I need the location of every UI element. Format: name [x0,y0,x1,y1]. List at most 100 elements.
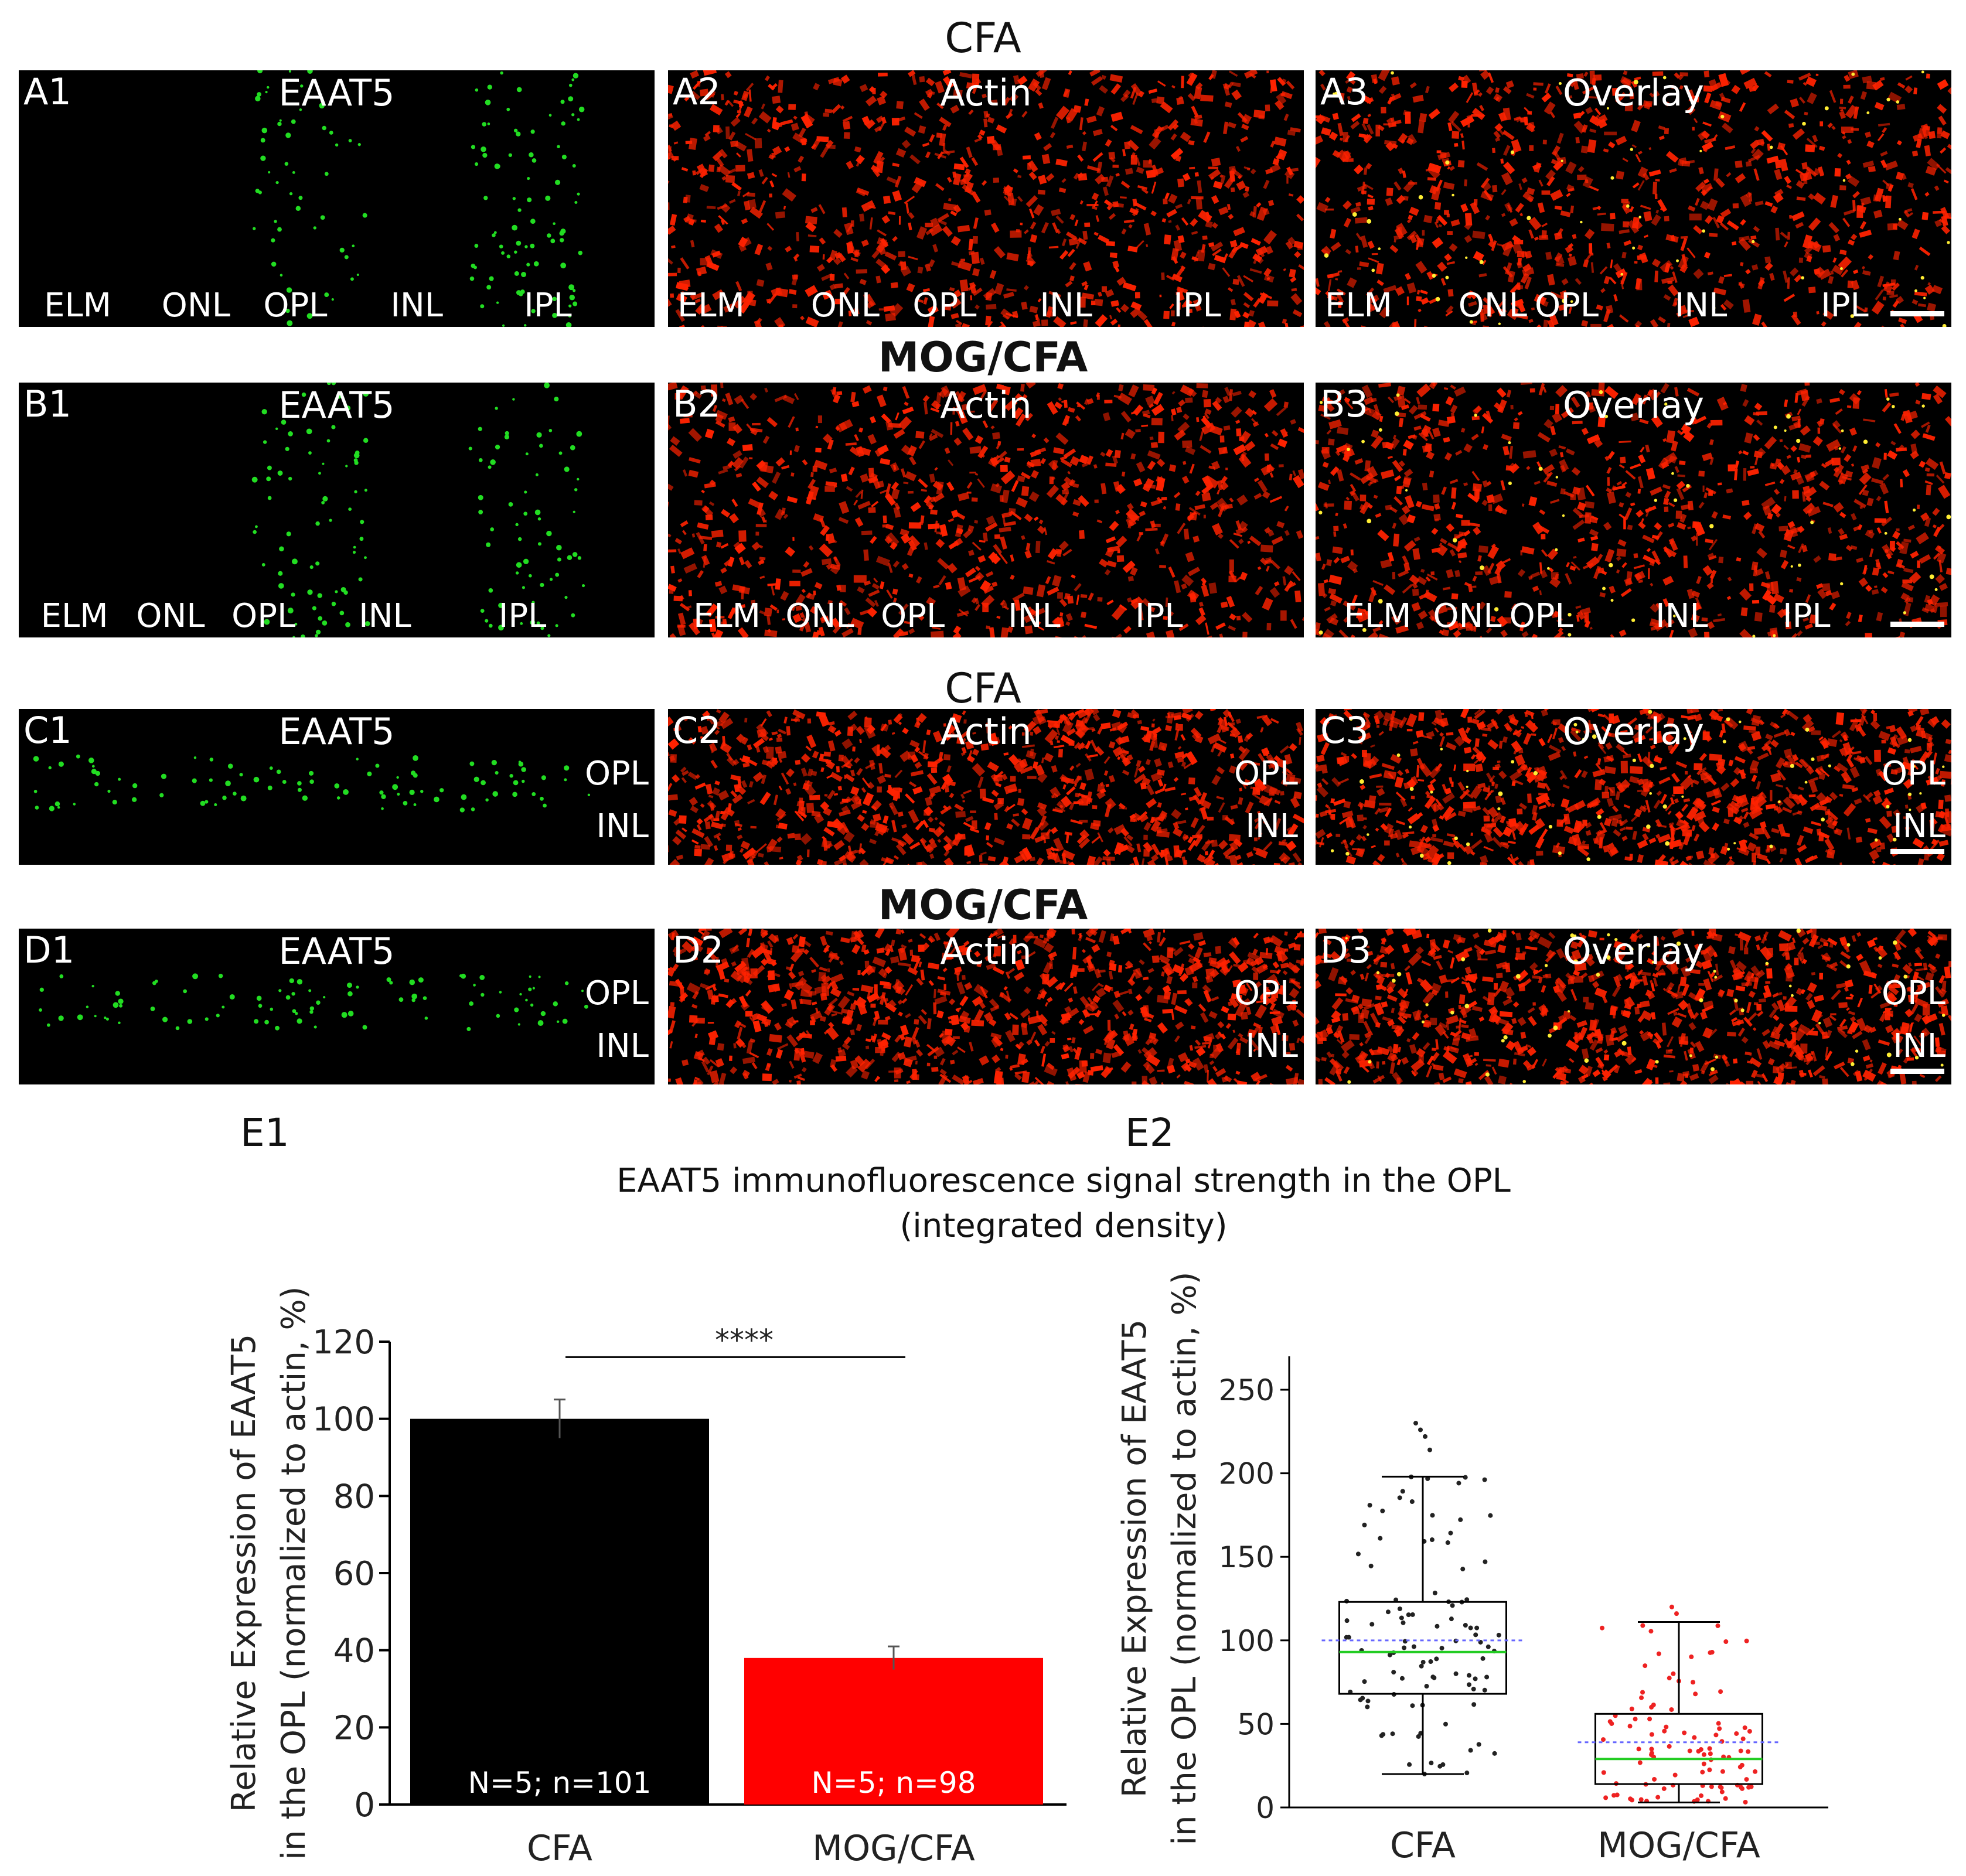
data-point [1627,1724,1633,1729]
data-point [1600,1625,1605,1631]
micrograph-texture [668,383,1304,637]
data-point [1468,1748,1473,1753]
data-point [1378,1536,1383,1541]
panel-label: A3 [1320,70,1368,113]
scale-bar [1890,1069,1944,1074]
box-chart-e2: 0 50 100 150 200 250 Relative Expression of EA… [1116,1271,1828,1866]
data-point [1369,1622,1375,1627]
row-title-cfa-c: CFA [945,664,1021,712]
data-point [1496,1632,1501,1638]
box [1594,1713,1763,1785]
data-point [1411,1644,1416,1649]
data-point [1667,1676,1672,1681]
panel-a3: A3 Overlay ELM ONL OPL INL IPL [1316,70,1951,327]
data-point [1713,1732,1719,1738]
data-point [1434,1656,1439,1662]
outlier-point [1418,1427,1423,1432]
micrograph-texture [1316,383,1951,637]
data-point [1381,1732,1386,1737]
data-point [1629,1706,1634,1711]
y-tick-label: 200 [1219,1457,1275,1491]
data-point [1450,1603,1455,1608]
layer-labels: ELM ONL OPL INL IPL [1316,280,1951,327]
layer-labels: ELM ONL OPL INL IPL [1316,591,1951,637]
panel-c2: C2 Actin OPL INL [668,709,1304,865]
panel-b2: B2 Actin ELM ONL OPL INL IPL [668,383,1304,637]
data-point [1443,1721,1448,1727]
data-point [1603,1795,1609,1800]
channel-label: Overlay [1562,384,1705,427]
layer-labels: ELM ONL OPL INL IPL [19,280,655,327]
significance-marker: **** [715,1323,774,1357]
data-point [1483,1559,1488,1564]
layer-label-opl: OPL [584,755,649,793]
data-point [1640,1623,1645,1628]
y-tick-label: 0 [354,1786,375,1824]
data-point [1365,1698,1371,1704]
panel-label: B1 [23,383,71,425]
data-point [1669,1707,1674,1712]
e1-label: E1 [240,1110,289,1155]
channel-label: EAAT5 [278,930,395,973]
data-point [1715,1623,1720,1628]
data-point [1464,1597,1470,1602]
data-point [1601,1770,1606,1775]
data-point [1662,1728,1667,1734]
panel-b3: B3 Overlay ELM ONL OPL INL IPL [1316,383,1951,637]
micrograph-texture [668,70,1304,327]
panel-a1: A1 EAAT5 ELM ONL OPL INL IPL [19,70,655,327]
layer-label-onl: ONL [810,286,880,325]
data-point [1633,1717,1638,1722]
data-point [1474,1625,1480,1631]
data-point [1482,1477,1487,1482]
data-point [1449,1616,1454,1622]
data-point [1698,1747,1703,1752]
data-point [1738,1748,1743,1754]
data-point [1492,1751,1497,1756]
data-point [1671,1671,1676,1676]
data-point [1716,1721,1721,1726]
layer-label-opl: OPL [1881,755,1945,793]
layer-label-elm: ELM [677,286,745,325]
data-point [1419,1663,1424,1669]
layer-label-elm: ELM [1344,597,1412,635]
layer-label-opl: OPL [1234,974,1298,1012]
data-point [1723,1796,1728,1801]
layer-label-inl: INL [1655,597,1708,635]
data-point [1708,1751,1713,1756]
x-tick-label: CFA [1390,1825,1456,1866]
x-tick-label: CFA [527,1828,592,1869]
layer-label-opl: OPL [881,597,945,635]
y-tick-label: 60 [333,1555,375,1593]
data-point [1488,1513,1493,1518]
data-point [1448,1530,1453,1536]
data-point [1485,1644,1491,1649]
micrograph-texture [251,383,585,637]
data-point [1400,1489,1405,1494]
panel-d2: D2 Actin OPL INL [668,929,1304,1084]
data-point [1700,1769,1705,1775]
layer-label-inl: INL [1893,1027,1945,1065]
data-point [1467,1673,1472,1678]
data-point [1601,1737,1606,1742]
layer-label-inl: INL [596,807,649,845]
data-point [1463,1475,1468,1480]
outlier-point [1413,1421,1418,1426]
x-tick-label: MOG/CFA [812,1828,975,1869]
y-tick-label: 150 [1219,1540,1275,1574]
layer-label-inl: INL [1040,286,1092,325]
data-point [1425,1476,1430,1481]
data-point [1390,1731,1395,1737]
data-point [1687,1748,1692,1754]
layer-label-inl: INL [1674,286,1728,325]
layer-label-ipl: IPL [1783,597,1831,635]
panel-label: C2 [673,709,721,752]
scale-bar [1890,849,1944,854]
data-point [1460,1567,1466,1572]
data-point [1661,1786,1667,1791]
data-point [1656,1651,1661,1656]
panel-a2: A2 Actin ELM ONL OPL INL IPL [668,70,1304,327]
layer-label-elm: ELM [44,286,111,325]
data-point [1740,1736,1746,1741]
layer-label-inl: INL [1893,807,1945,845]
